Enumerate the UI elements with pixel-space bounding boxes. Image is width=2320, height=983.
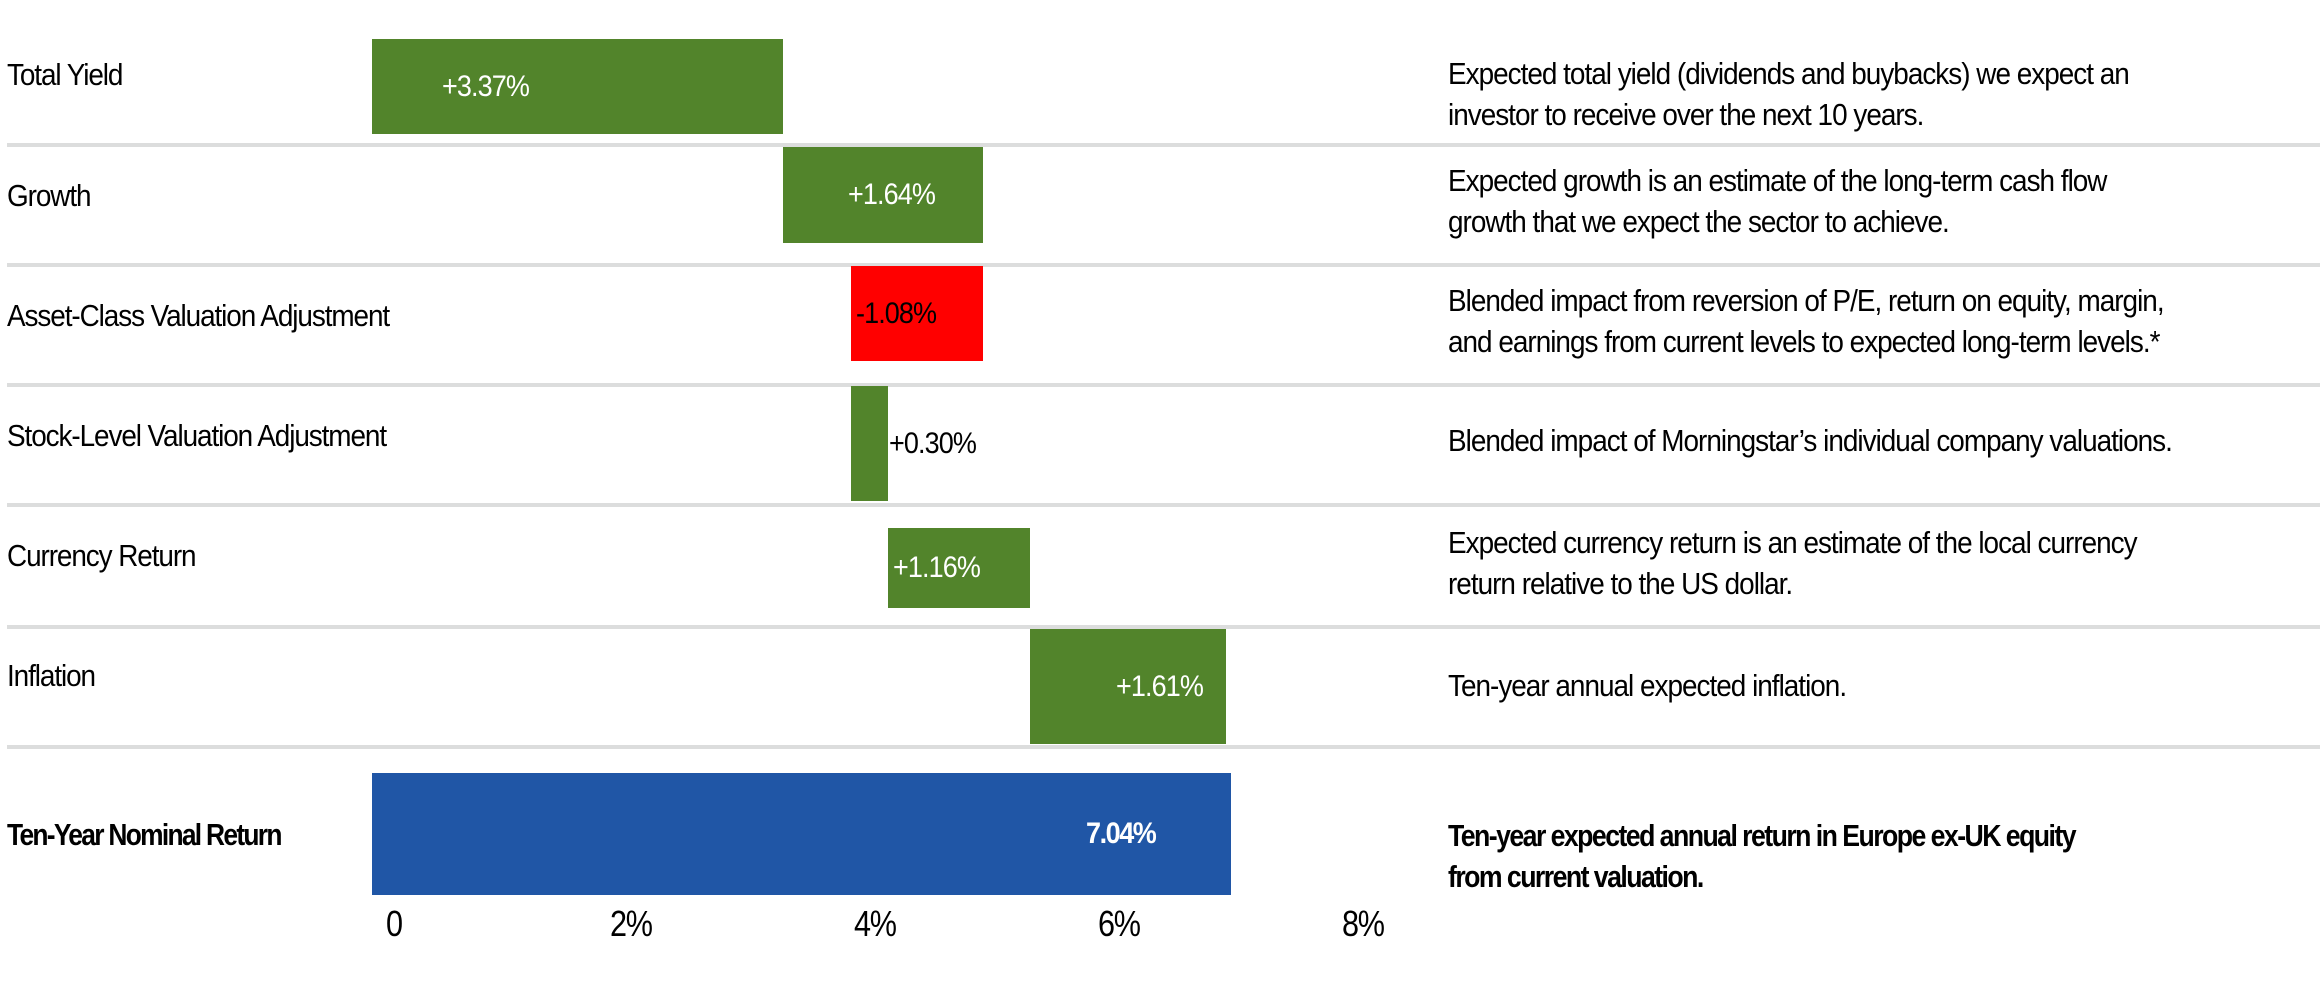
- description-line: return relative to the US dollar.: [1448, 566, 1793, 601]
- data-label: +3.37%: [442, 69, 530, 103]
- description-line: Expected total yield (dividends and buyb…: [1448, 56, 2130, 91]
- description-line: Ten-year expected annual return in Europ…: [1448, 818, 2077, 853]
- x-tick-label: 8%: [1342, 903, 1385, 944]
- description-line: Blended impact from reversion of P/E, re…: [1448, 283, 2165, 318]
- x-tick-label: 2%: [610, 903, 653, 944]
- description-line: Expected currency return is an estimate …: [1448, 525, 2138, 560]
- row-separator: [7, 625, 2320, 629]
- x-tick-label: 0: [386, 903, 403, 944]
- category-label: Ten-Year Nominal Return: [7, 817, 282, 852]
- negative-bar: [851, 266, 984, 361]
- description-line: Ten-year annual expected inflation.: [1448, 668, 1847, 703]
- row-description: Expected growth is an estimate of the lo…: [1448, 160, 2107, 242]
- data-label: -1.08%: [856, 296, 937, 330]
- data-label: +1.64%: [848, 178, 936, 211]
- category-label: Stock-Level Valuation Adjustment: [7, 418, 387, 453]
- row-description: Expected total yield (dividends and buyb…: [1448, 53, 2130, 135]
- data-label: +1.61%: [1116, 669, 1204, 703]
- row-separator: [7, 263, 2320, 267]
- category-label: Total Yield: [7, 57, 123, 92]
- description-line: Blended impact of Morningstar’s individu…: [1448, 423, 2173, 458]
- x-tick-label: 4%: [854, 903, 897, 944]
- row-description: Ten-year annual expected inflation.: [1448, 665, 1847, 706]
- positive-bar: [372, 39, 784, 134]
- row-description: Blended impact from reversion of P/E, re…: [1448, 280, 2165, 362]
- category-label: Currency Return: [7, 538, 197, 573]
- description-line: investor to receive over the next 10 yea…: [1448, 97, 1924, 132]
- description-line: and earnings from current levels to expe…: [1448, 324, 2160, 359]
- positive-bar: [851, 386, 889, 501]
- row-separator: [7, 143, 2320, 147]
- description-line: growth that we expect the sector to achi…: [1448, 204, 1950, 239]
- row-separator: [7, 503, 2320, 507]
- data-label: 7.04%: [1085, 817, 1157, 850]
- category-label: Inflation: [7, 658, 96, 693]
- category-label: Asset-Class Valuation Adjustment: [7, 298, 390, 333]
- positive-bar: [1029, 629, 1226, 744]
- positive-bar: [888, 528, 1030, 608]
- positive-bar: [783, 147, 984, 243]
- row-description: Ten-year expected annual return in Europ…: [1448, 815, 2077, 897]
- data-label: +0.30%: [889, 426, 977, 460]
- total-bar: [372, 773, 1231, 895]
- x-tick-label: 6%: [1098, 903, 1141, 944]
- description-line: Expected growth is an estimate of the lo…: [1448, 163, 2107, 198]
- row-description: Blended impact of Morningstar’s individu…: [1448, 420, 2173, 461]
- data-label: +1.16%: [893, 551, 981, 584]
- row-separator: [7, 383, 2320, 387]
- category-label: Growth: [7, 178, 92, 213]
- description-line: from current valuation.: [1448, 859, 1704, 894]
- row-separator: [7, 745, 2320, 749]
- row-description: Expected currency return is an estimate …: [1448, 522, 2138, 604]
